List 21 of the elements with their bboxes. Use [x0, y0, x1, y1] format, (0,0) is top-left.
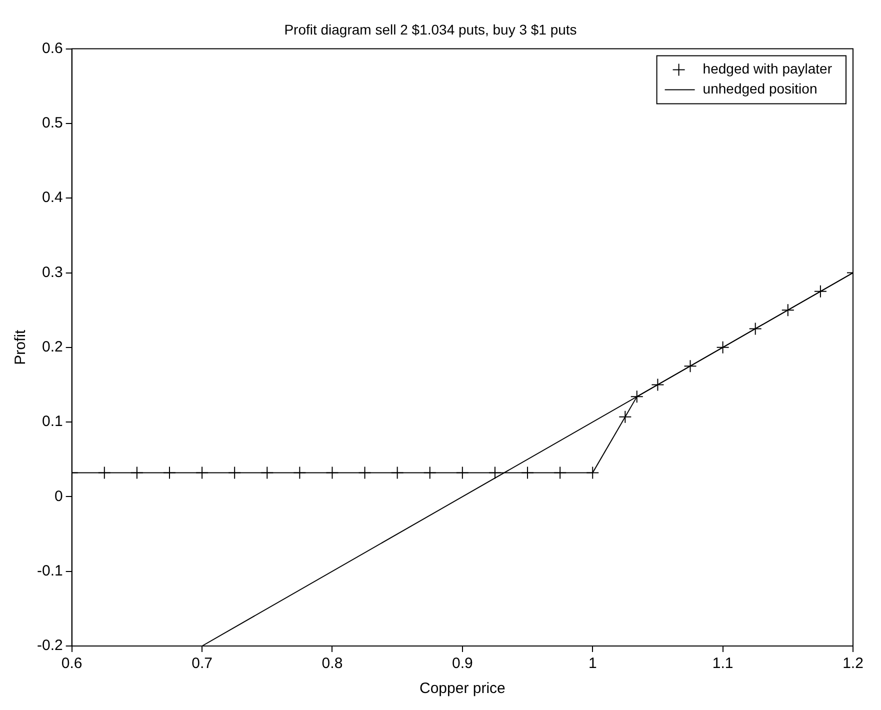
- y-tick-label: 0.1: [42, 413, 63, 430]
- x-tick-label: 1: [588, 655, 597, 672]
- legend-label: hedged with paylater: [702, 60, 832, 77]
- legend-label: unhedged position: [702, 80, 818, 97]
- y-axis-title: Profit: [12, 329, 30, 365]
- x-axis-title: Copper price: [419, 680, 506, 698]
- y-tick-label: -0.2: [36, 637, 63, 654]
- x-tick-label: 0.6: [61, 655, 82, 672]
- x-tick-label: 0.7: [192, 655, 212, 672]
- x-tick-label: 0.9: [452, 655, 473, 672]
- y-tick-label: -0.1: [36, 562, 63, 580]
- chart-title: Profit diagram sell 2 $1.034 puts, buy 3 $1 puts: [284, 21, 577, 38]
- y-tick-label: 0.3: [42, 264, 63, 281]
- y-tick-label: 0.2: [42, 338, 63, 356]
- y-tick-label: 0.4: [42, 189, 63, 206]
- y-tick-label: 0.5: [42, 114, 63, 132]
- x-tick-label: 1.1: [712, 655, 734, 672]
- y-tick-label: 0: [54, 488, 63, 505]
- x-tick-label: 1.2: [842, 655, 864, 672]
- x-tick-label: 0.8: [322, 655, 343, 672]
- y-tick-label: 0.6: [42, 40, 63, 57]
